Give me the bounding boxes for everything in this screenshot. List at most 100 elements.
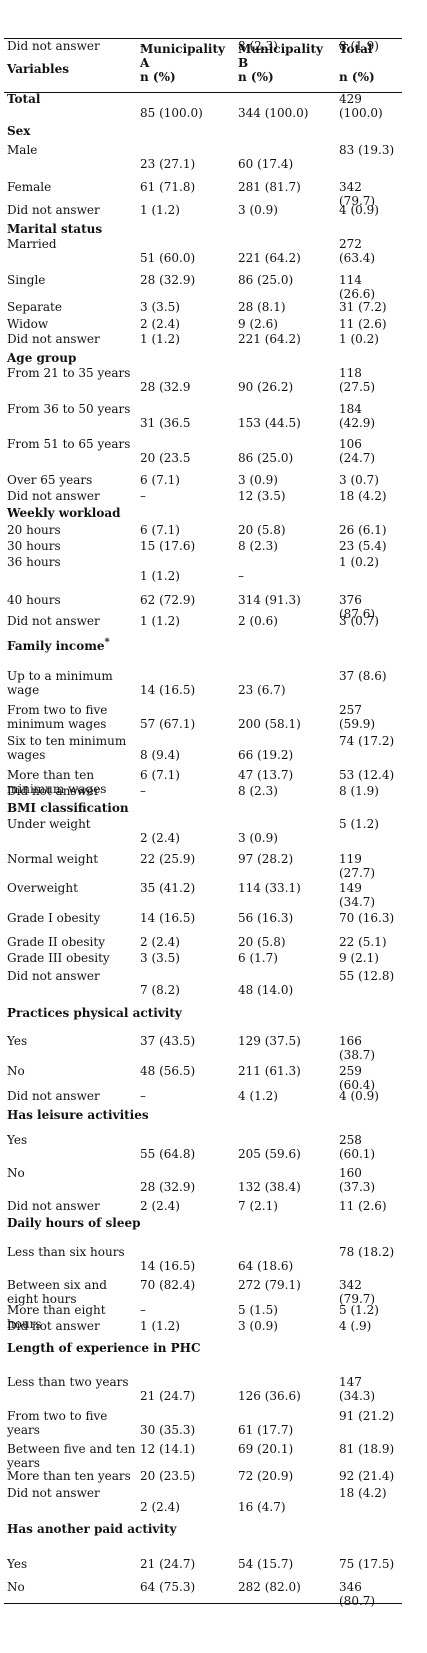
cell-municipality-b: 64 (18.6) [238, 1259, 294, 1273]
cell-total: 184 (42.9) [339, 402, 376, 430]
row-label: Total [7, 92, 41, 106]
cell-total: 166 (38.7) [339, 1034, 376, 1062]
table-row: Up to a minimum wage 14 (16.5) 23 (6.7) 37 … [4, 669, 402, 701]
cell-municipality-b: 23 (6.7) [238, 683, 286, 697]
row-label: Female [7, 180, 52, 194]
row-label: Did not answer [7, 614, 100, 628]
header-total-line1: Total [339, 42, 373, 56]
cell-municipality-b: 61 (17.7) [238, 1423, 294, 1437]
table-row: No 48 (56.5) 211 (61.3) 259 (60.4) [4, 1064, 402, 1092]
cell-municipality-b: 5 (1.5) [238, 1303, 278, 1317]
cell-municipality-b: 66 (19.2) [238, 748, 294, 762]
cell-municipality-b: 6 (1.7) [238, 951, 278, 965]
row-label: Yes [7, 1034, 28, 1048]
section-row: Practices physical activity [4, 1006, 402, 1032]
header-b-line3: n (%) [238, 70, 274, 84]
row-label: Did not answer [7, 332, 100, 346]
table-row: Less than two years 21 (24.7) 126 (36.6) 14… [4, 1375, 402, 1407]
cell-municipality-a: – [140, 39, 146, 53]
cell-municipality-b: 282 (82.0) [238, 1580, 301, 1594]
cell-total: 106 (24.7) [339, 437, 376, 465]
cell-total: 114 (26.6) [339, 273, 376, 301]
cell-total: 4 (.9) [339, 1319, 372, 1333]
cell-municipality-b: 56 (16.3) [238, 911, 294, 925]
cell-municipality-a: 14 (16.5) [140, 1259, 196, 1273]
table-row: More than ten minimum wages 6 (7.1) 47 (13… [4, 768, 402, 796]
cell-total: 22 (5.1) [339, 935, 387, 949]
cell-total: 376 (87.6) [339, 593, 376, 621]
section-label: Weekly workload [7, 506, 121, 520]
table-row: Single 28 (32.9) 86 (25.0) 114 (26.6) [4, 273, 402, 301]
cell-municipality-b: 114 (33.1) [238, 881, 301, 895]
data-table: Variables Municipality A n (%) Municipal… [4, 38, 402, 1608]
row-label: Did not answer [7, 784, 100, 798]
table-row: Did not answer 1 (1.2) 3 (0.9) 4 (0.9) [4, 203, 402, 220]
row-label: Grade III obesity [7, 951, 110, 965]
cell-total: 119 (27.7) [339, 852, 376, 880]
cell-municipality-a: 1 (1.2) [140, 203, 180, 217]
row-label: Married [7, 237, 57, 251]
table-row: Separate 3 (3.5) 28 (8.1) 31 (7.2) [4, 300, 402, 316]
cell-municipality-a: 8 (9.4) [140, 748, 180, 762]
row-label: 30 hours [7, 539, 61, 553]
header-variables: Variables [7, 62, 69, 76]
section-row: Sex [4, 124, 402, 140]
cell-municipality-a: – [140, 1089, 146, 1103]
cell-municipality-a: 30 (35.3) [140, 1423, 196, 1437]
header-b-line2: B [238, 56, 249, 70]
table-row: Under weight 2 (2.4) 3 (0.9) 5 (1.2) [4, 817, 402, 850]
cell-municipality-b: 47 (13.7) [238, 768, 294, 782]
section-label: Length of experience in PHC [7, 1341, 201, 1355]
table-row: Widow 2 (2.4) 9 (2.6) 11 (2.6) [4, 317, 402, 331]
table-row: Did not answer 7 (8.2) 48 (14.0) 55 (12.8) [4, 969, 402, 1004]
section-row: Marital status [4, 222, 402, 237]
row-label: Did not answer [7, 1089, 100, 1103]
cell-total: 149 (34.7) [339, 881, 376, 909]
cell-municipality-b: 12 (3.5) [238, 489, 286, 503]
table-row: Yes 21 (24.7) 54 (15.7) 75 (17.5) [4, 1557, 402, 1578]
cell-municipality-a: 22 (25.9) [140, 852, 196, 866]
cell-municipality-b: 2 (0.6) [238, 614, 278, 628]
cell-municipality-a: 70 (82.4) [140, 1278, 196, 1292]
cell-total: 160 (37.3) [339, 1166, 376, 1194]
table-row: Normal weight 22 (25.9) 97 (28.2) 119 (27.7… [4, 852, 402, 880]
table-row: Six to ten minimum wages 8 (9.4) 66 (19.2)… [4, 734, 402, 766]
footnote-marker: * [104, 637, 110, 648]
section-label: Has leisure activities [7, 1108, 149, 1122]
cell-municipality-a: 3 (3.5) [140, 300, 180, 314]
cell-municipality-b: 4 (1.2) [238, 1089, 278, 1103]
section-label: BMI classification [7, 801, 129, 815]
cell-municipality-a: 23 (27.1) [140, 157, 196, 171]
cell-municipality-a: 1 (1.2) [140, 1319, 180, 1333]
cell-total: 8 (1.9) [339, 39, 379, 53]
row-label: Single [7, 273, 46, 287]
row-label: Did not answer [7, 203, 100, 217]
cell-municipality-a: 6 (7.1) [140, 523, 180, 537]
row-label: Between five and ten years [7, 1442, 136, 1470]
cell-total: 78 (18.2) [339, 1245, 395, 1259]
cell-total: 81 (18.9) [339, 1442, 395, 1456]
table-header: Variables Municipality A n (%) Municipal… [4, 42, 402, 94]
cell-municipality-b: 132 (38.4) [238, 1180, 301, 1194]
cell-total: 23 (5.4) [339, 539, 387, 553]
cell-municipality-b: 48 (14.0) [238, 983, 294, 997]
table-row: From 21 to 35 years 28 (32.9 90 (26.2) 118 … [4, 366, 402, 400]
section-label: Marital status [7, 222, 103, 236]
cell-municipality-b: – [238, 569, 244, 583]
cell-municipality-a: 1 (1.2) [140, 614, 180, 628]
cell-municipality-b: 60 (17.4) [238, 157, 294, 171]
cell-municipality-b: 314 (91.3) [238, 593, 301, 607]
cell-municipality-a: 1 (1.2) [140, 569, 180, 583]
section-label: Family income* [7, 637, 110, 653]
cell-municipality-b: 69 (20.1) [238, 1442, 294, 1456]
cell-total: 74 (17.2) [339, 734, 395, 748]
cell-total: 4 (0.9) [339, 1089, 379, 1103]
table-row: Over 65 years 6 (7.1) 3 (0.9) 3 (0.7) [4, 473, 402, 489]
section-label: Daily hours of sleep [7, 1216, 141, 1230]
header-b-line1: Municipality [238, 42, 323, 56]
cell-municipality-b: 86 (25.0) [238, 451, 294, 465]
cell-municipality-b: 200 (58.1) [238, 717, 301, 731]
cell-municipality-b: 7 (2.1) [238, 1199, 278, 1213]
table-row: Between six and eight hours 70 (82.4) 272 … [4, 1278, 402, 1306]
cell-municipality-b: 221 (64.2) [238, 332, 301, 346]
